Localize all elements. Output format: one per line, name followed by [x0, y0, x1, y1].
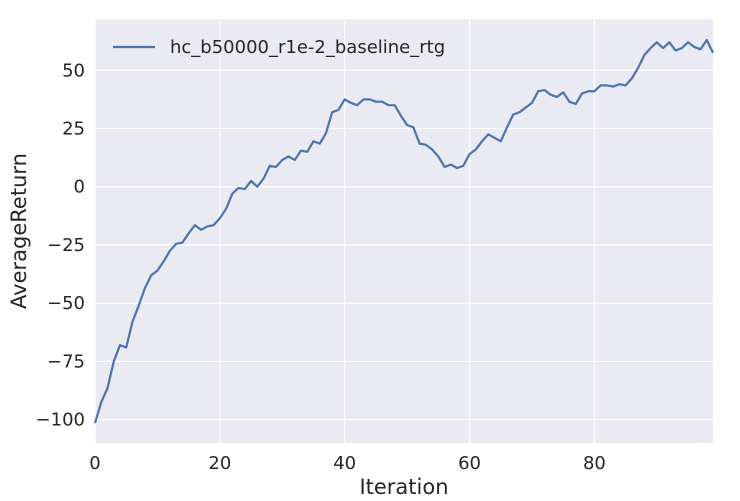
x-tick-label: 20 — [208, 453, 231, 474]
y-tick-label: 50 — [62, 60, 85, 81]
y-tick-label: −75 — [47, 351, 85, 372]
y-tick-label: −50 — [47, 293, 85, 314]
series-line — [93, 38, 714, 424]
y-tick-label: 25 — [62, 118, 85, 139]
x-tick-label: 80 — [583, 453, 606, 474]
grid — [94, 19, 713, 443]
y-tick-labels: −100 −75 −50 −25 0 25 50 — [36, 60, 85, 430]
x-tick-labels: 0 20 40 60 80 — [89, 453, 606, 474]
x-tick-label: 60 — [458, 453, 481, 474]
legend: hc_b50000_r1e-2_baseline_rtg — [113, 37, 445, 58]
y-tick-label: 0 — [74, 177, 85, 198]
y-tick-label: −25 — [47, 235, 85, 256]
plot-background — [95, 19, 713, 443]
x-axis-title: Iteration — [359, 475, 448, 499]
y-tick-label: −100 — [36, 410, 85, 431]
y-axis-title: AverageReturn — [7, 153, 31, 309]
legend-label: hc_b50000_r1e-2_baseline_rtg — [170, 37, 445, 58]
x-tick-label: 40 — [333, 453, 356, 474]
x-tick-label: 0 — [89, 453, 100, 474]
